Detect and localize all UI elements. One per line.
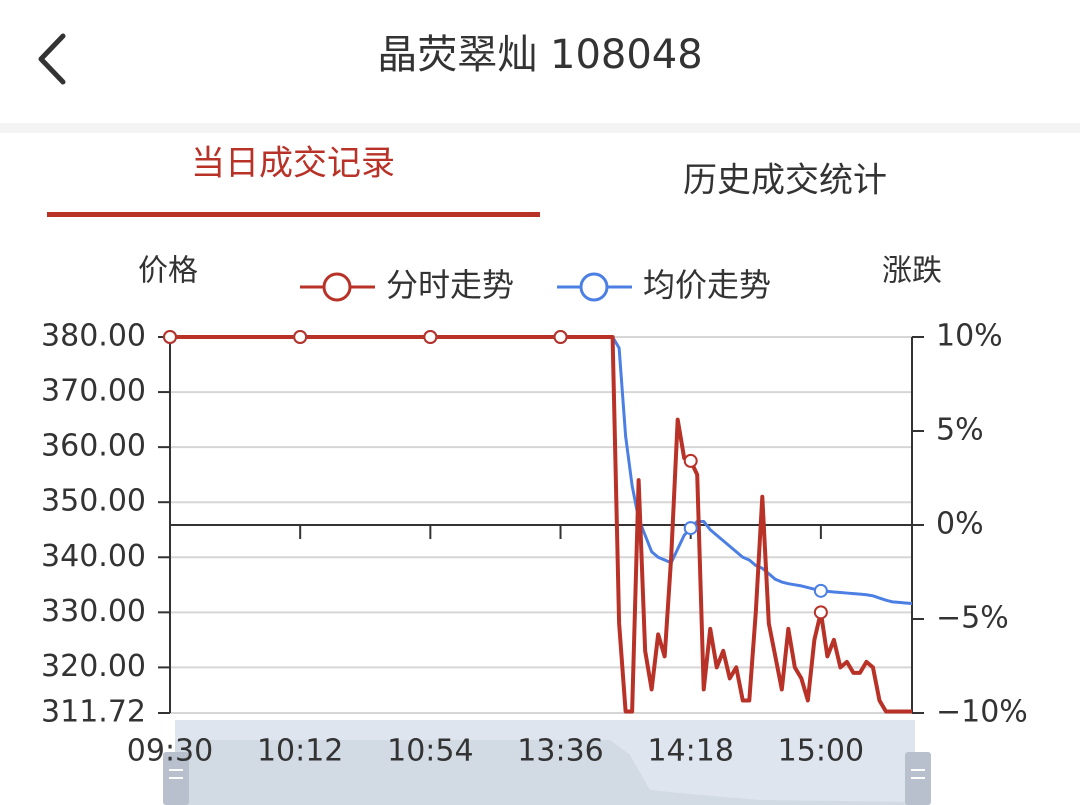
tab[interactable]: 当日成交记录 xyxy=(191,144,395,184)
y-tick-label: 311.72 xyxy=(41,695,146,730)
y-axis-label: 价格 xyxy=(138,254,198,289)
y2-tick-label: 5% xyxy=(936,413,984,448)
x-tick-label: 14:18 xyxy=(647,734,733,769)
data-point xyxy=(683,521,698,536)
y2-axis-label: 涨跌 xyxy=(882,254,942,289)
data-point xyxy=(813,583,828,598)
x-tick-label: 13:36 xyxy=(517,734,603,769)
x-tick-label: 09:30 xyxy=(127,734,213,769)
y2-tick-label: −5% xyxy=(936,601,1009,636)
y-tick-label: 380.00 xyxy=(41,319,146,354)
legend-marker xyxy=(579,272,609,302)
y-tick-label: 360.00 xyxy=(41,429,146,464)
tab-indicator xyxy=(47,212,540,217)
data-point xyxy=(423,330,438,344)
y-tick-label: 350.00 xyxy=(41,484,146,519)
separator xyxy=(0,123,1080,133)
data-zoom[interactable] xyxy=(163,720,931,805)
data-point xyxy=(683,453,698,468)
y2-tick-label: 10% xyxy=(936,319,1003,354)
legend-label[interactable]: 均价走势 xyxy=(643,266,771,304)
data-point xyxy=(293,330,308,344)
y-tick-label: 340.00 xyxy=(41,539,146,574)
y-tick-label: 320.00 xyxy=(41,649,146,684)
data-point xyxy=(163,330,177,344)
legend-label[interactable]: 分时走势 xyxy=(386,266,514,304)
zoom-preview xyxy=(175,740,915,805)
y2-tick-label: 0% xyxy=(936,507,984,542)
data-point xyxy=(813,605,828,620)
y2-tick-label: −10% xyxy=(936,695,1028,730)
y-tick-label: 330.00 xyxy=(41,594,146,629)
y-tick-label: 370.00 xyxy=(41,374,146,409)
handle-grip xyxy=(169,769,925,779)
page-title: 晶荧翠灿 108048 xyxy=(377,32,702,78)
data-point xyxy=(553,330,568,344)
x-tick-label: 10:12 xyxy=(257,734,343,769)
back-button[interactable] xyxy=(38,33,66,85)
x-tick-label: 10:54 xyxy=(387,734,473,769)
legend-marker xyxy=(322,272,352,302)
x-tick-label: 15:00 xyxy=(778,734,864,769)
tab[interactable]: 历史成交统计 xyxy=(683,161,887,201)
